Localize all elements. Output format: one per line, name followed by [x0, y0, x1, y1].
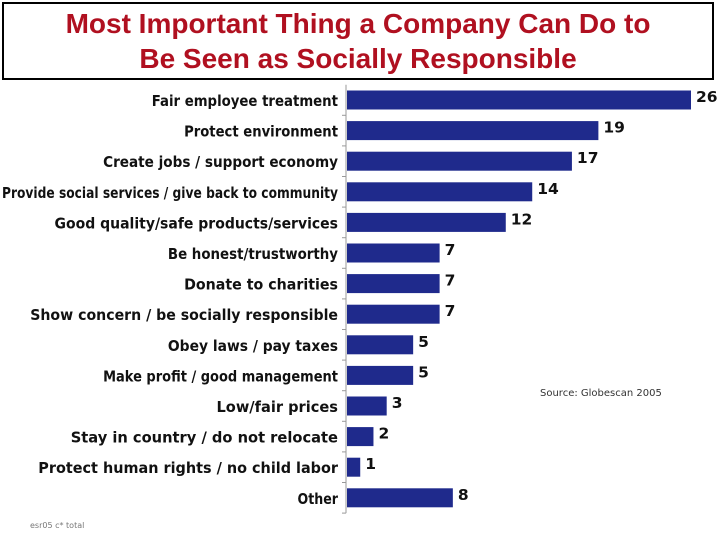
bars-layer — [347, 90, 691, 508]
axis-layer — [342, 84, 347, 514]
value-label: 17 — [577, 149, 599, 167]
source-note: Source: Globescan 2005 — [540, 388, 662, 399]
title-box: Most Important Thing a Company Can Do to… — [2, 2, 714, 80]
category-label: Protect environment — [184, 123, 338, 141]
category-label: Be honest/trustworthy — [168, 245, 338, 263]
bar — [347, 90, 691, 110]
bar — [347, 304, 440, 324]
category-label: Show concern / be socially responsible — [30, 306, 338, 324]
category-label: Other — [298, 490, 339, 508]
category-label: Donate to charities — [184, 276, 338, 294]
value-label: 8 — [458, 486, 469, 504]
labels-layer: Fair employee treatment 26 Protect environ… — [2, 88, 718, 508]
bar — [347, 274, 440, 294]
bar — [347, 457, 361, 477]
category-label: Create jobs / support economy — [103, 153, 338, 171]
category-label: Good quality/safe products/services — [55, 214, 339, 232]
value-label: 19 — [603, 119, 625, 137]
value-label: 7 — [445, 302, 456, 320]
category-label: Fair employee treatment — [152, 92, 339, 110]
value-label: 12 — [511, 210, 533, 228]
category-label: Low/fair prices — [217, 398, 339, 416]
bar — [347, 243, 440, 263]
category-label: Make profit / good management — [103, 367, 338, 385]
value-label: 7 — [445, 272, 456, 290]
category-label: Stay in country / do not relocate — [71, 429, 338, 447]
value-label: 14 — [537, 180, 559, 198]
value-label: 26 — [696, 88, 718, 106]
bar — [347, 182, 533, 202]
bar — [347, 212, 506, 232]
value-label: 7 — [445, 241, 456, 259]
footnote: esr05 c* total — [30, 521, 85, 530]
bar — [347, 488, 453, 508]
bar — [347, 335, 414, 355]
value-label: 3 — [392, 394, 403, 412]
category-label: Protect human rights / no child labor — [38, 459, 338, 477]
value-label: 5 — [418, 333, 429, 351]
category-label: Obey laws / pay taxes — [168, 337, 338, 355]
chart-title-line-2: Be Seen as Socially Responsible — [139, 43, 577, 74]
value-label: 2 — [378, 425, 389, 443]
category-label: Provide social services / give back to c… — [2, 184, 338, 202]
value-label: 1 — [365, 455, 376, 473]
bar — [347, 121, 599, 141]
bar — [347, 365, 414, 385]
chart-title-line-1: Most Important Thing a Company Can Do to — [65, 8, 651, 39]
bar — [347, 427, 374, 447]
bar — [347, 396, 387, 416]
bar — [347, 151, 572, 171]
value-label: 5 — [418, 363, 429, 381]
